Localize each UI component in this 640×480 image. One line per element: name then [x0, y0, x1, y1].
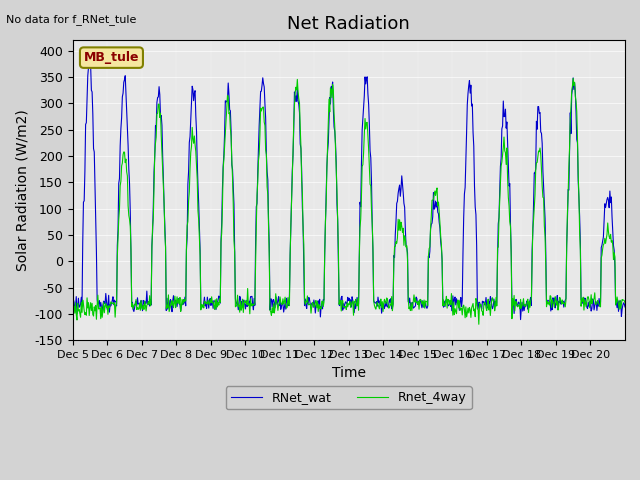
X-axis label: Time: Time: [332, 366, 366, 380]
Rnet_4way: [262, 152, 270, 157]
RNet_wat: [236, 293, 244, 299]
RNet_wat: [621, 304, 629, 310]
Text: No data for f_RNet_tule: No data for f_RNet_tule: [6, 14, 137, 25]
RNet_wat: [134, 301, 142, 307]
Text: MB_tule: MB_tule: [84, 51, 139, 64]
Rnet_4way: [235, 302, 243, 308]
RNet_wat: [516, 317, 524, 323]
RNet_wat: [284, 303, 292, 309]
RNet_wat: [438, 245, 445, 251]
Rnet_4way: [406, 304, 413, 310]
Rnet_4way: [475, 322, 483, 327]
Rnet_4way: [284, 304, 291, 310]
Rnet_4way: [134, 304, 141, 310]
Rnet_4way: [437, 233, 445, 239]
Rnet_4way: [621, 300, 629, 306]
Rnet_4way: [570, 75, 577, 81]
Y-axis label: Solar Radiation (W/m2): Solar Radiation (W/m2): [15, 109, 29, 271]
Title: Net Radiation: Net Radiation: [287, 15, 410, 33]
Line: Rnet_4way: Rnet_4way: [73, 78, 625, 324]
RNet_wat: [69, 305, 77, 311]
Line: RNet_wat: RNet_wat: [73, 56, 625, 320]
RNet_wat: [406, 303, 414, 309]
Rnet_4way: [69, 312, 77, 318]
RNet_wat: [263, 168, 271, 174]
Legend: RNet_wat, Rnet_4way: RNet_wat, Rnet_4way: [226, 386, 472, 409]
RNet_wat: [85, 53, 93, 59]
